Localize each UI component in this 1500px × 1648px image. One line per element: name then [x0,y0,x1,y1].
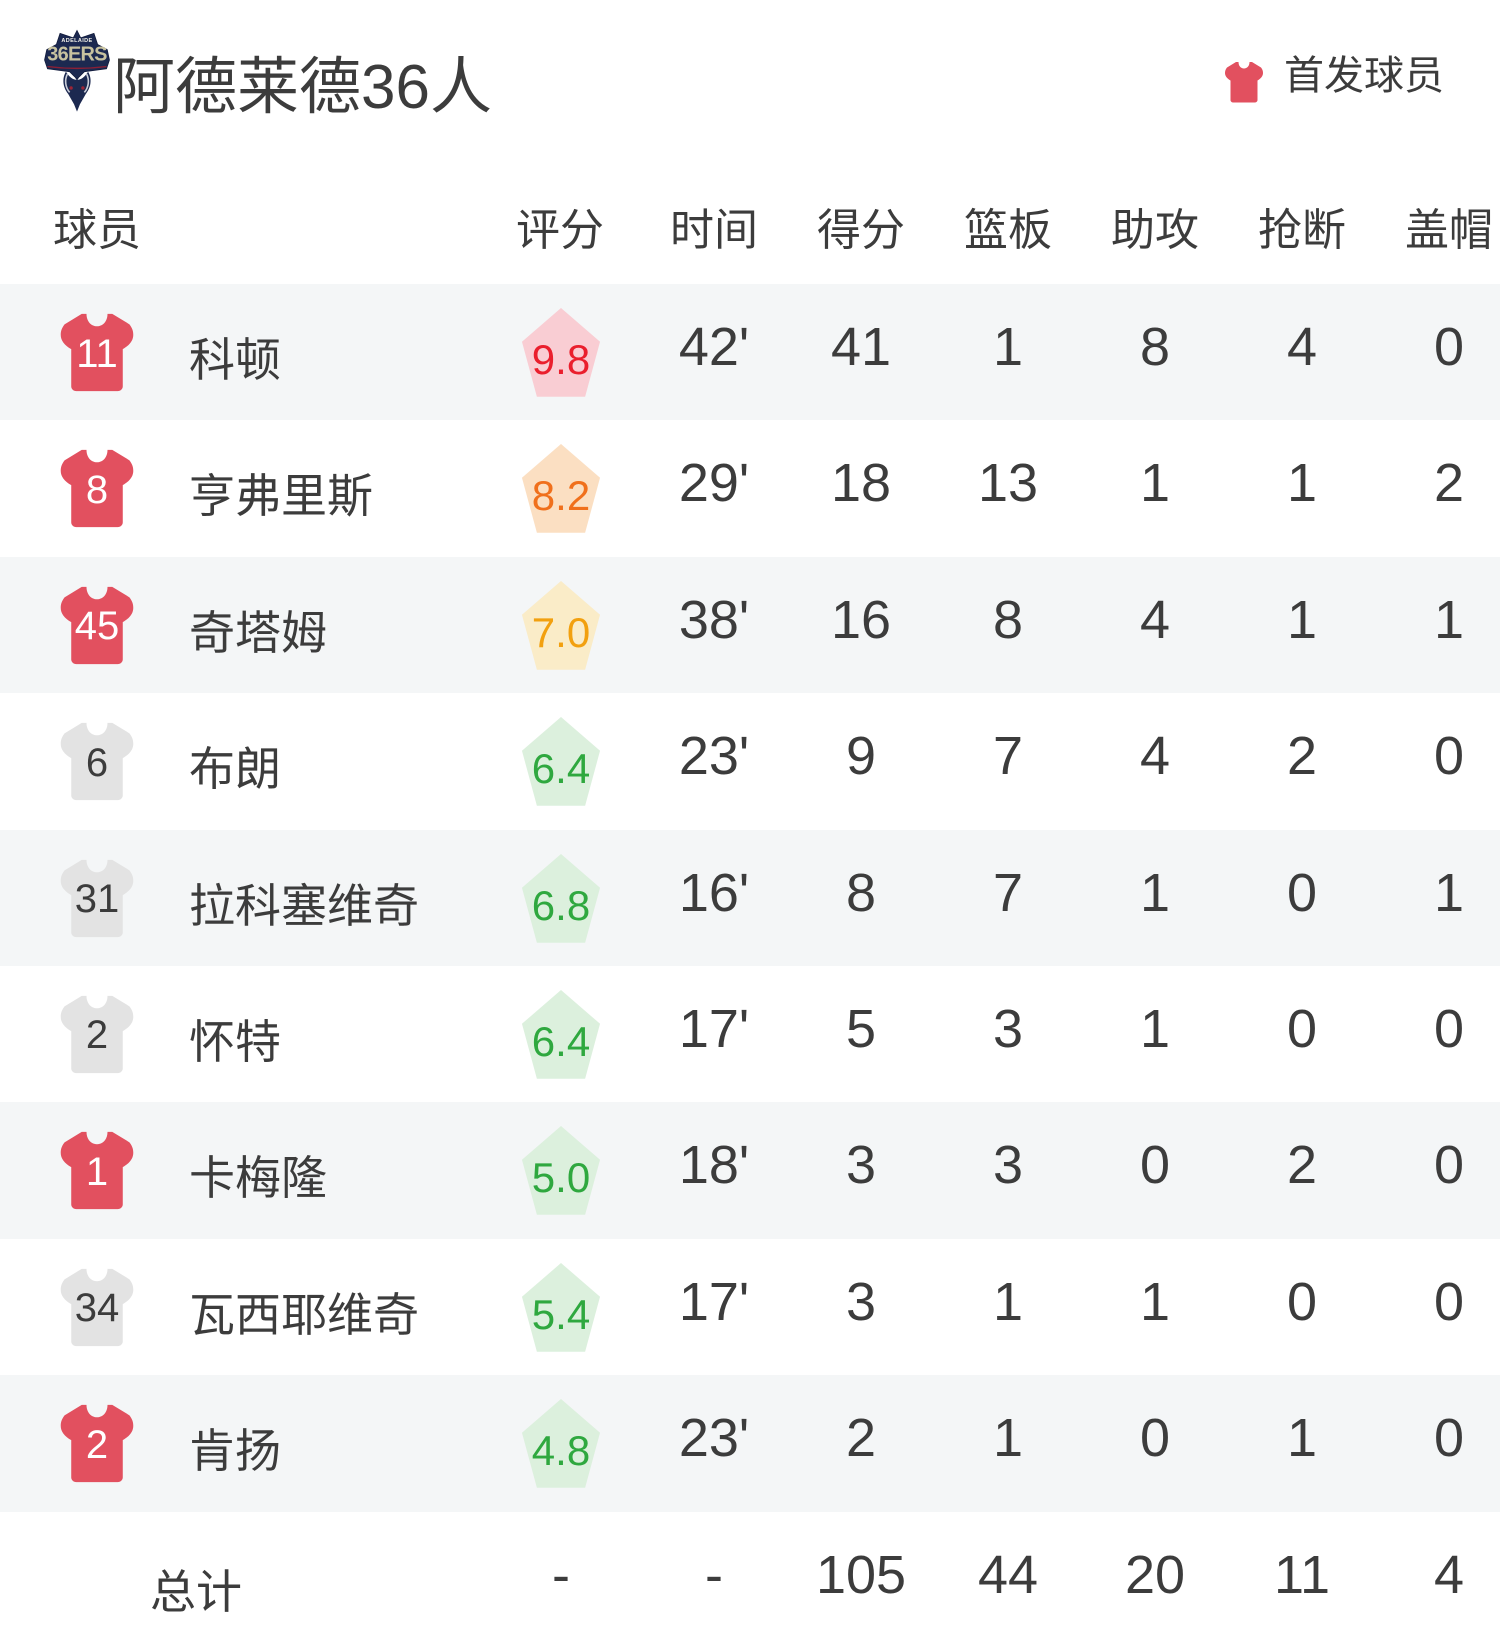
svg-text:36ERS: 36ERS [47,44,107,66]
